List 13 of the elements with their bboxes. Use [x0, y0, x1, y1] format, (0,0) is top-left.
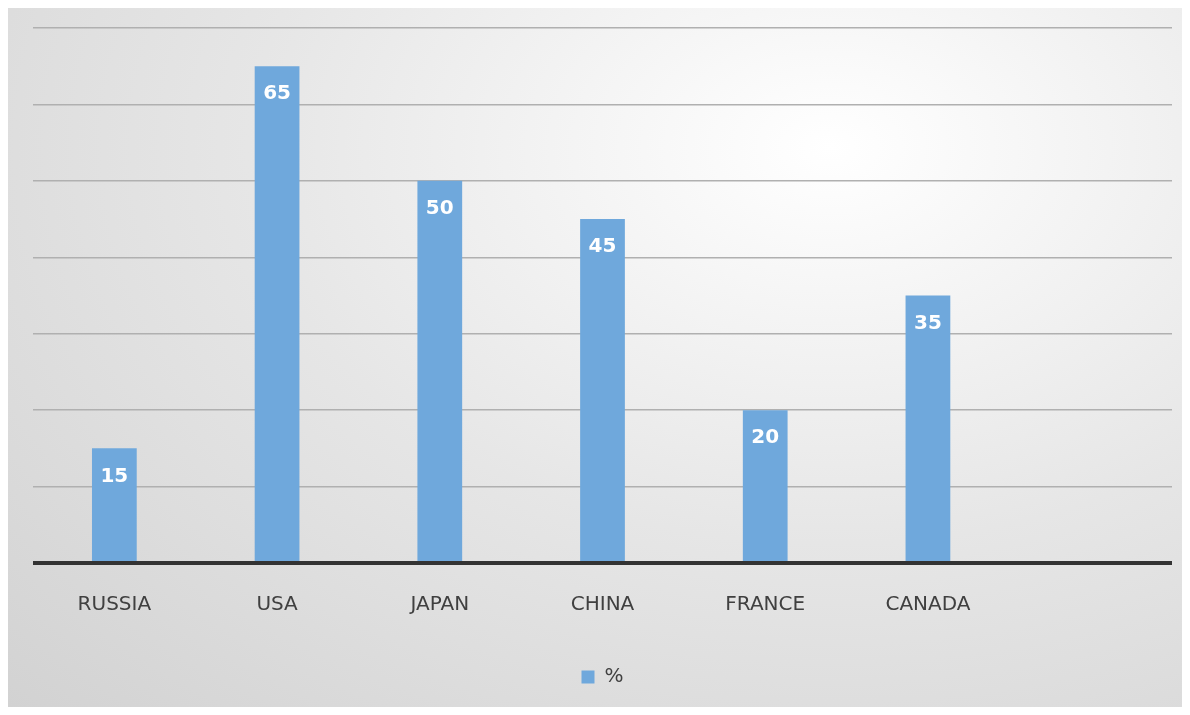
- legend-label: %: [604, 663, 624, 688]
- x-tick-label: RUSSIA: [77, 591, 152, 616]
- x-tick-label: JAPAN: [408, 591, 470, 616]
- x-tick-label: CANADA: [885, 591, 971, 616]
- data-label: 35: [914, 309, 942, 334]
- x-tick-label: USA: [256, 591, 299, 616]
- data-label: 15: [100, 462, 129, 487]
- x-tick-label: FRANCE: [725, 591, 806, 616]
- data-label: 65: [263, 80, 291, 105]
- data-label: 50: [425, 195, 454, 220]
- x-tick-label: CHINA: [570, 591, 635, 616]
- data-label: 45: [588, 233, 617, 258]
- data-label: 20: [751, 424, 780, 449]
